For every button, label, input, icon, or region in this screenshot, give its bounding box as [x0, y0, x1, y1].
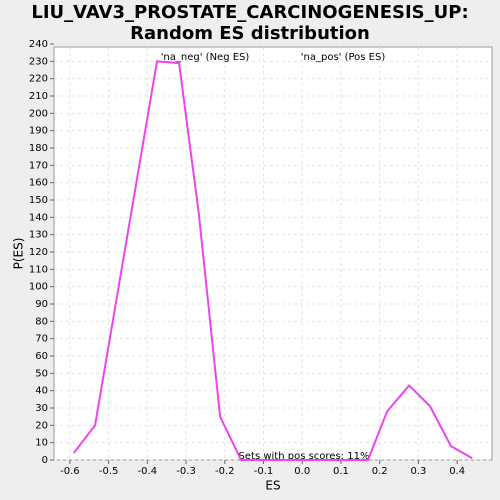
x-tick-label: 0.2 [372, 466, 388, 477]
y-tick-label: 20 [35, 420, 48, 431]
y-tick-label: 180 [29, 143, 48, 154]
plot-area [53, 46, 493, 461]
x-tick-label: -0.6 [60, 466, 80, 477]
y-tick-label: 220 [29, 74, 48, 85]
x-axis-label: ES [265, 479, 280, 493]
y-tick-label: 240 [29, 39, 48, 50]
y-tick-label: 90 [35, 299, 48, 310]
y-tick-label: 150 [29, 195, 48, 206]
annotation: Sets with pos scores: 11% [239, 451, 370, 462]
y-tick-label: 190 [29, 126, 48, 137]
y-tick-label: 0 [42, 455, 48, 466]
y-tick-label: 60 [35, 351, 48, 362]
x-tick-label: -0.5 [99, 466, 119, 477]
x-tick-label: -0.3 [176, 466, 196, 477]
y-tick-label: 70 [35, 334, 48, 345]
y-tick-label: 170 [29, 160, 48, 171]
x-tick-label: 0.0 [294, 466, 310, 477]
y-tick-label: 120 [29, 247, 48, 258]
y-tick-label: 210 [29, 91, 48, 102]
x-tick-label: -0.1 [254, 466, 274, 477]
x-tick-label: 0.3 [410, 466, 426, 477]
y-tick-label: 110 [29, 264, 48, 275]
x-tick-label: -0.4 [138, 466, 158, 477]
chart-title: LIU_VAV3_PROSTATE_CARCINOGENESIS_UP: Ran… [31, 2, 469, 44]
annotation: 'na_neg' (Neg ES) [161, 52, 250, 63]
x-tick-label: 0.4 [449, 466, 465, 477]
y-tick-label: 230 [29, 56, 48, 67]
y-tick-label: 80 [35, 316, 48, 327]
data-line [72, 60, 473, 461]
y-axis-label: P(ES) [12, 238, 26, 270]
y-tick-label: 10 [35, 438, 48, 449]
y-tick-label: 140 [29, 212, 48, 223]
y-tick-label: 160 [29, 178, 48, 189]
y-tick-label: 40 [35, 386, 48, 397]
x-tick-label: -0.2 [215, 466, 235, 477]
y-tick-label: 200 [29, 108, 48, 119]
y-tick-label: 100 [29, 282, 48, 293]
y-tick-label: 50 [35, 368, 48, 379]
y-tick-label: 30 [35, 403, 48, 414]
x-tick-label: 0.1 [333, 466, 349, 477]
annotation: 'na_pos' (Pos ES) [301, 52, 386, 63]
y-tick-label: 130 [29, 230, 48, 241]
